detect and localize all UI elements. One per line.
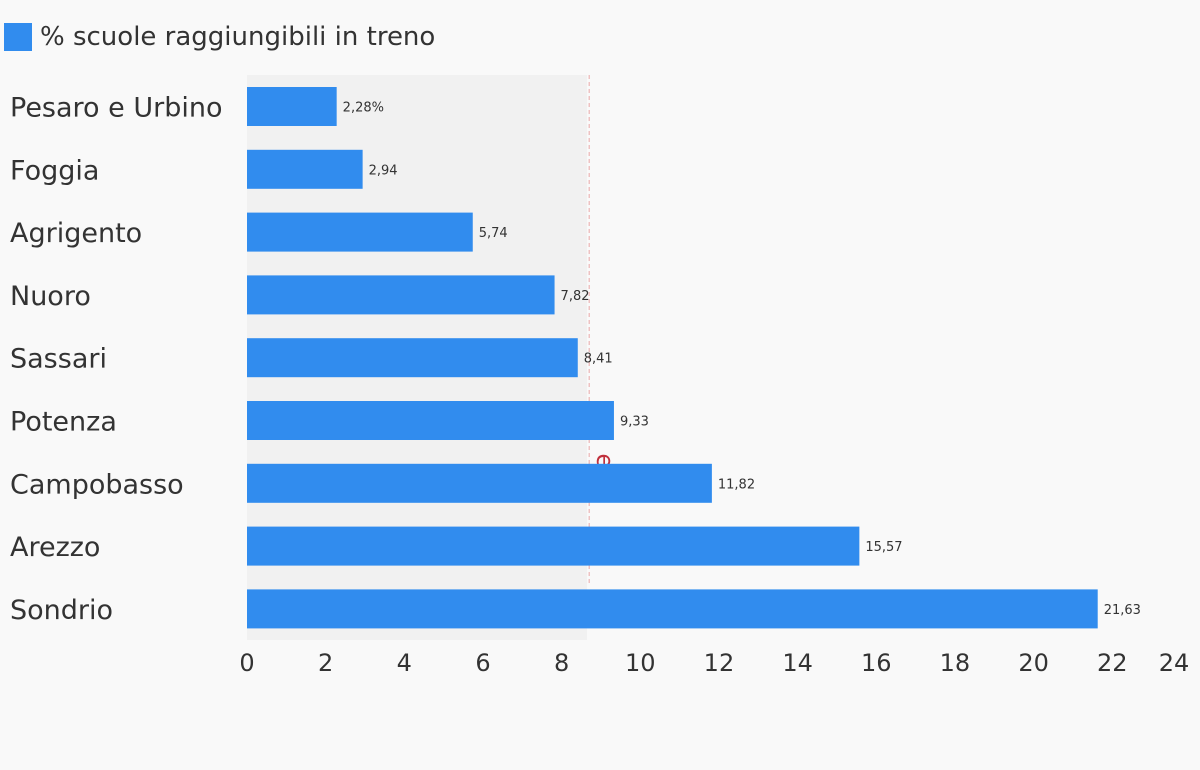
data-label: 2,28% <box>343 101 384 116</box>
x-tick-label: 10 <box>625 649 656 677</box>
data-label: 2,94 <box>369 163 398 178</box>
category-label: Arezzo <box>10 532 100 563</box>
legend-label: % scuole raggiungibili in treno <box>40 22 436 52</box>
category-label: Potenza <box>10 407 117 438</box>
data-label: 11,82 <box>718 477 755 492</box>
data-label: 5,74 <box>479 226 508 241</box>
bar-3 <box>247 275 555 315</box>
x-tick-label: 14 <box>782 649 813 677</box>
category-label: Nuoro <box>10 281 91 312</box>
category-label: Sassari <box>10 344 107 375</box>
x-tick-label: 18 <box>940 649 971 677</box>
bar-2 <box>247 212 473 252</box>
category-label: Campobasso <box>10 469 184 500</box>
data-label: 21,63 <box>1104 603 1141 618</box>
x-tick-label: 12 <box>704 649 735 677</box>
bar-6 <box>247 463 712 503</box>
bar-4 <box>247 338 578 378</box>
x-tick-label: 24 <box>1159 649 1190 677</box>
x-tick-label: 8 <box>554 649 569 677</box>
x-tick-label: 20 <box>1018 649 1049 677</box>
x-tick-label: 4 <box>397 649 412 677</box>
category-label: Agrigento <box>10 218 142 249</box>
bar-7 <box>247 526 860 566</box>
category-label: Sondrio <box>10 595 113 626</box>
bar-0 <box>247 87 337 126</box>
category-label: Pesaro e Urbino <box>10 93 222 124</box>
x-tick-label: 2 <box>318 649 333 677</box>
bar-1 <box>247 149 363 189</box>
category-label: Foggia <box>10 155 99 186</box>
x-tick-label: 22 <box>1097 649 1128 677</box>
x-tick-label: 16 <box>861 649 892 677</box>
x-tick-label: 0 <box>239 649 254 677</box>
legend: % scuole raggiungibili in treno <box>4 22 435 52</box>
legend-swatch <box>4 23 32 51</box>
data-label: 15,57 <box>865 540 902 555</box>
bar-5 <box>247 401 614 440</box>
x-tick-label: 6 <box>475 649 490 677</box>
data-label: 9,33 <box>620 415 649 430</box>
data-label: 7,82 <box>561 289 590 304</box>
bar-8 <box>247 589 1098 629</box>
data-label: 8,41 <box>584 352 613 367</box>
